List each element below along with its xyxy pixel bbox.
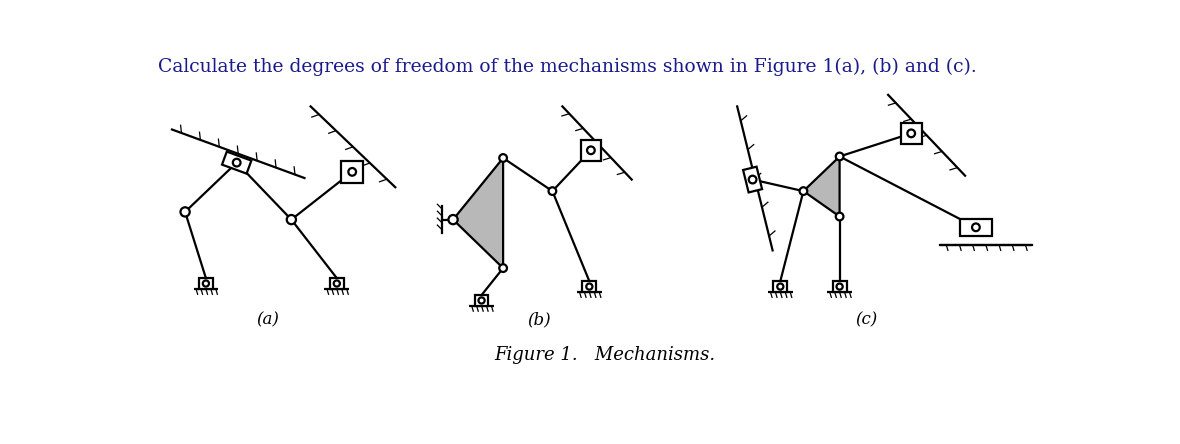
Circle shape — [499, 154, 507, 162]
Circle shape — [778, 284, 784, 289]
Circle shape — [232, 159, 241, 166]
Bar — [474, 295, 489, 306]
Bar — [199, 278, 212, 289]
Circle shape — [334, 281, 340, 286]
Circle shape — [837, 284, 843, 289]
Polygon shape — [453, 158, 503, 268]
Text: (b): (b) — [527, 311, 551, 328]
Circle shape — [972, 223, 979, 231]
Circle shape — [835, 213, 844, 220]
Circle shape — [478, 297, 485, 304]
Circle shape — [448, 215, 458, 224]
Text: (c): (c) — [856, 311, 878, 328]
Circle shape — [348, 168, 356, 176]
Circle shape — [907, 130, 915, 137]
Polygon shape — [222, 151, 251, 174]
Polygon shape — [581, 140, 602, 161]
Polygon shape — [959, 219, 992, 236]
Polygon shape — [804, 156, 840, 217]
Bar — [833, 281, 846, 292]
Polygon shape — [743, 166, 762, 192]
Circle shape — [203, 281, 209, 286]
Circle shape — [586, 147, 595, 154]
Text: Calculate the degrees of freedom of the mechanisms shown in Figure 1(a), (b) and: Calculate the degrees of freedom of the … — [158, 58, 977, 76]
Polygon shape — [900, 123, 922, 144]
Bar — [330, 278, 343, 289]
Bar — [583, 281, 596, 292]
Circle shape — [749, 176, 756, 183]
Circle shape — [181, 207, 190, 217]
Circle shape — [287, 215, 296, 224]
Circle shape — [835, 153, 844, 160]
Text: (a): (a) — [256, 311, 278, 328]
Bar — [773, 281, 787, 292]
Circle shape — [800, 187, 807, 195]
Circle shape — [586, 284, 592, 289]
Circle shape — [499, 264, 507, 272]
Circle shape — [549, 187, 556, 195]
Text: Figure 1.   Mechanisms.: Figure 1. Mechanisms. — [494, 346, 715, 364]
Polygon shape — [341, 161, 363, 183]
